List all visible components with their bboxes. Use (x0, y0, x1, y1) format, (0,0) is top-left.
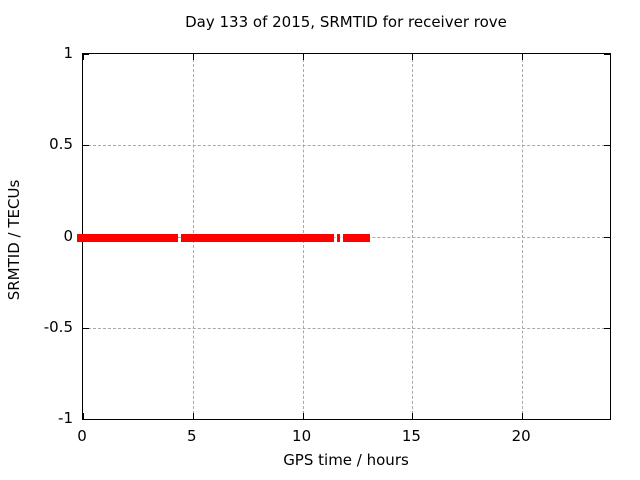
x-tick-mark (412, 54, 413, 60)
gridline-horizontal (83, 145, 610, 146)
x-tick-label: 0 (77, 427, 87, 445)
x-tick-mark (522, 54, 523, 60)
y-tick-mark (604, 328, 610, 329)
y-tick-mark (83, 328, 89, 329)
x-tick-mark (83, 413, 84, 419)
x-tick-mark (412, 413, 413, 419)
y-tick-mark (83, 54, 89, 55)
y-tick-mark (83, 419, 89, 420)
y-tick-label: 0 (63, 226, 73, 245)
x-tick-mark (193, 54, 194, 60)
y-tick-label: 0.5 (49, 135, 73, 154)
x-tick-mark (83, 54, 84, 60)
x-tick-mark (193, 413, 194, 419)
x-axis-label: GPS time / hours (283, 451, 409, 469)
x-tick-label: 15 (401, 427, 421, 445)
y-tick-mark (604, 54, 610, 55)
y-tick-label: -1 (58, 409, 73, 427)
gridline-vertical (522, 54, 523, 419)
x-tick-mark (522, 413, 523, 419)
gridline-vertical (412, 54, 413, 419)
x-tick-label: 10 (292, 427, 312, 445)
data-series-segment (343, 234, 370, 242)
y-tick-label: 1 (63, 44, 73, 62)
x-tick-label: 5 (187, 427, 197, 445)
x-tick-mark (303, 54, 304, 60)
y-tick-mark (83, 145, 89, 146)
x-tick-mark (303, 413, 304, 419)
y-tick-label: -0.5 (43, 317, 73, 336)
chart-title: Day 133 of 2015, SRMTID for receiver rov… (185, 13, 507, 31)
y-tick-mark (604, 237, 610, 238)
data-series-segment (77, 234, 178, 242)
y-tick-mark (604, 419, 610, 420)
gridline-horizontal (83, 328, 610, 329)
data-series-segment (181, 234, 334, 242)
y-tick-mark (604, 145, 610, 146)
plot-area (77, 53, 611, 420)
data-series-segment (337, 234, 340, 242)
x-tick-label: 20 (511, 427, 531, 445)
